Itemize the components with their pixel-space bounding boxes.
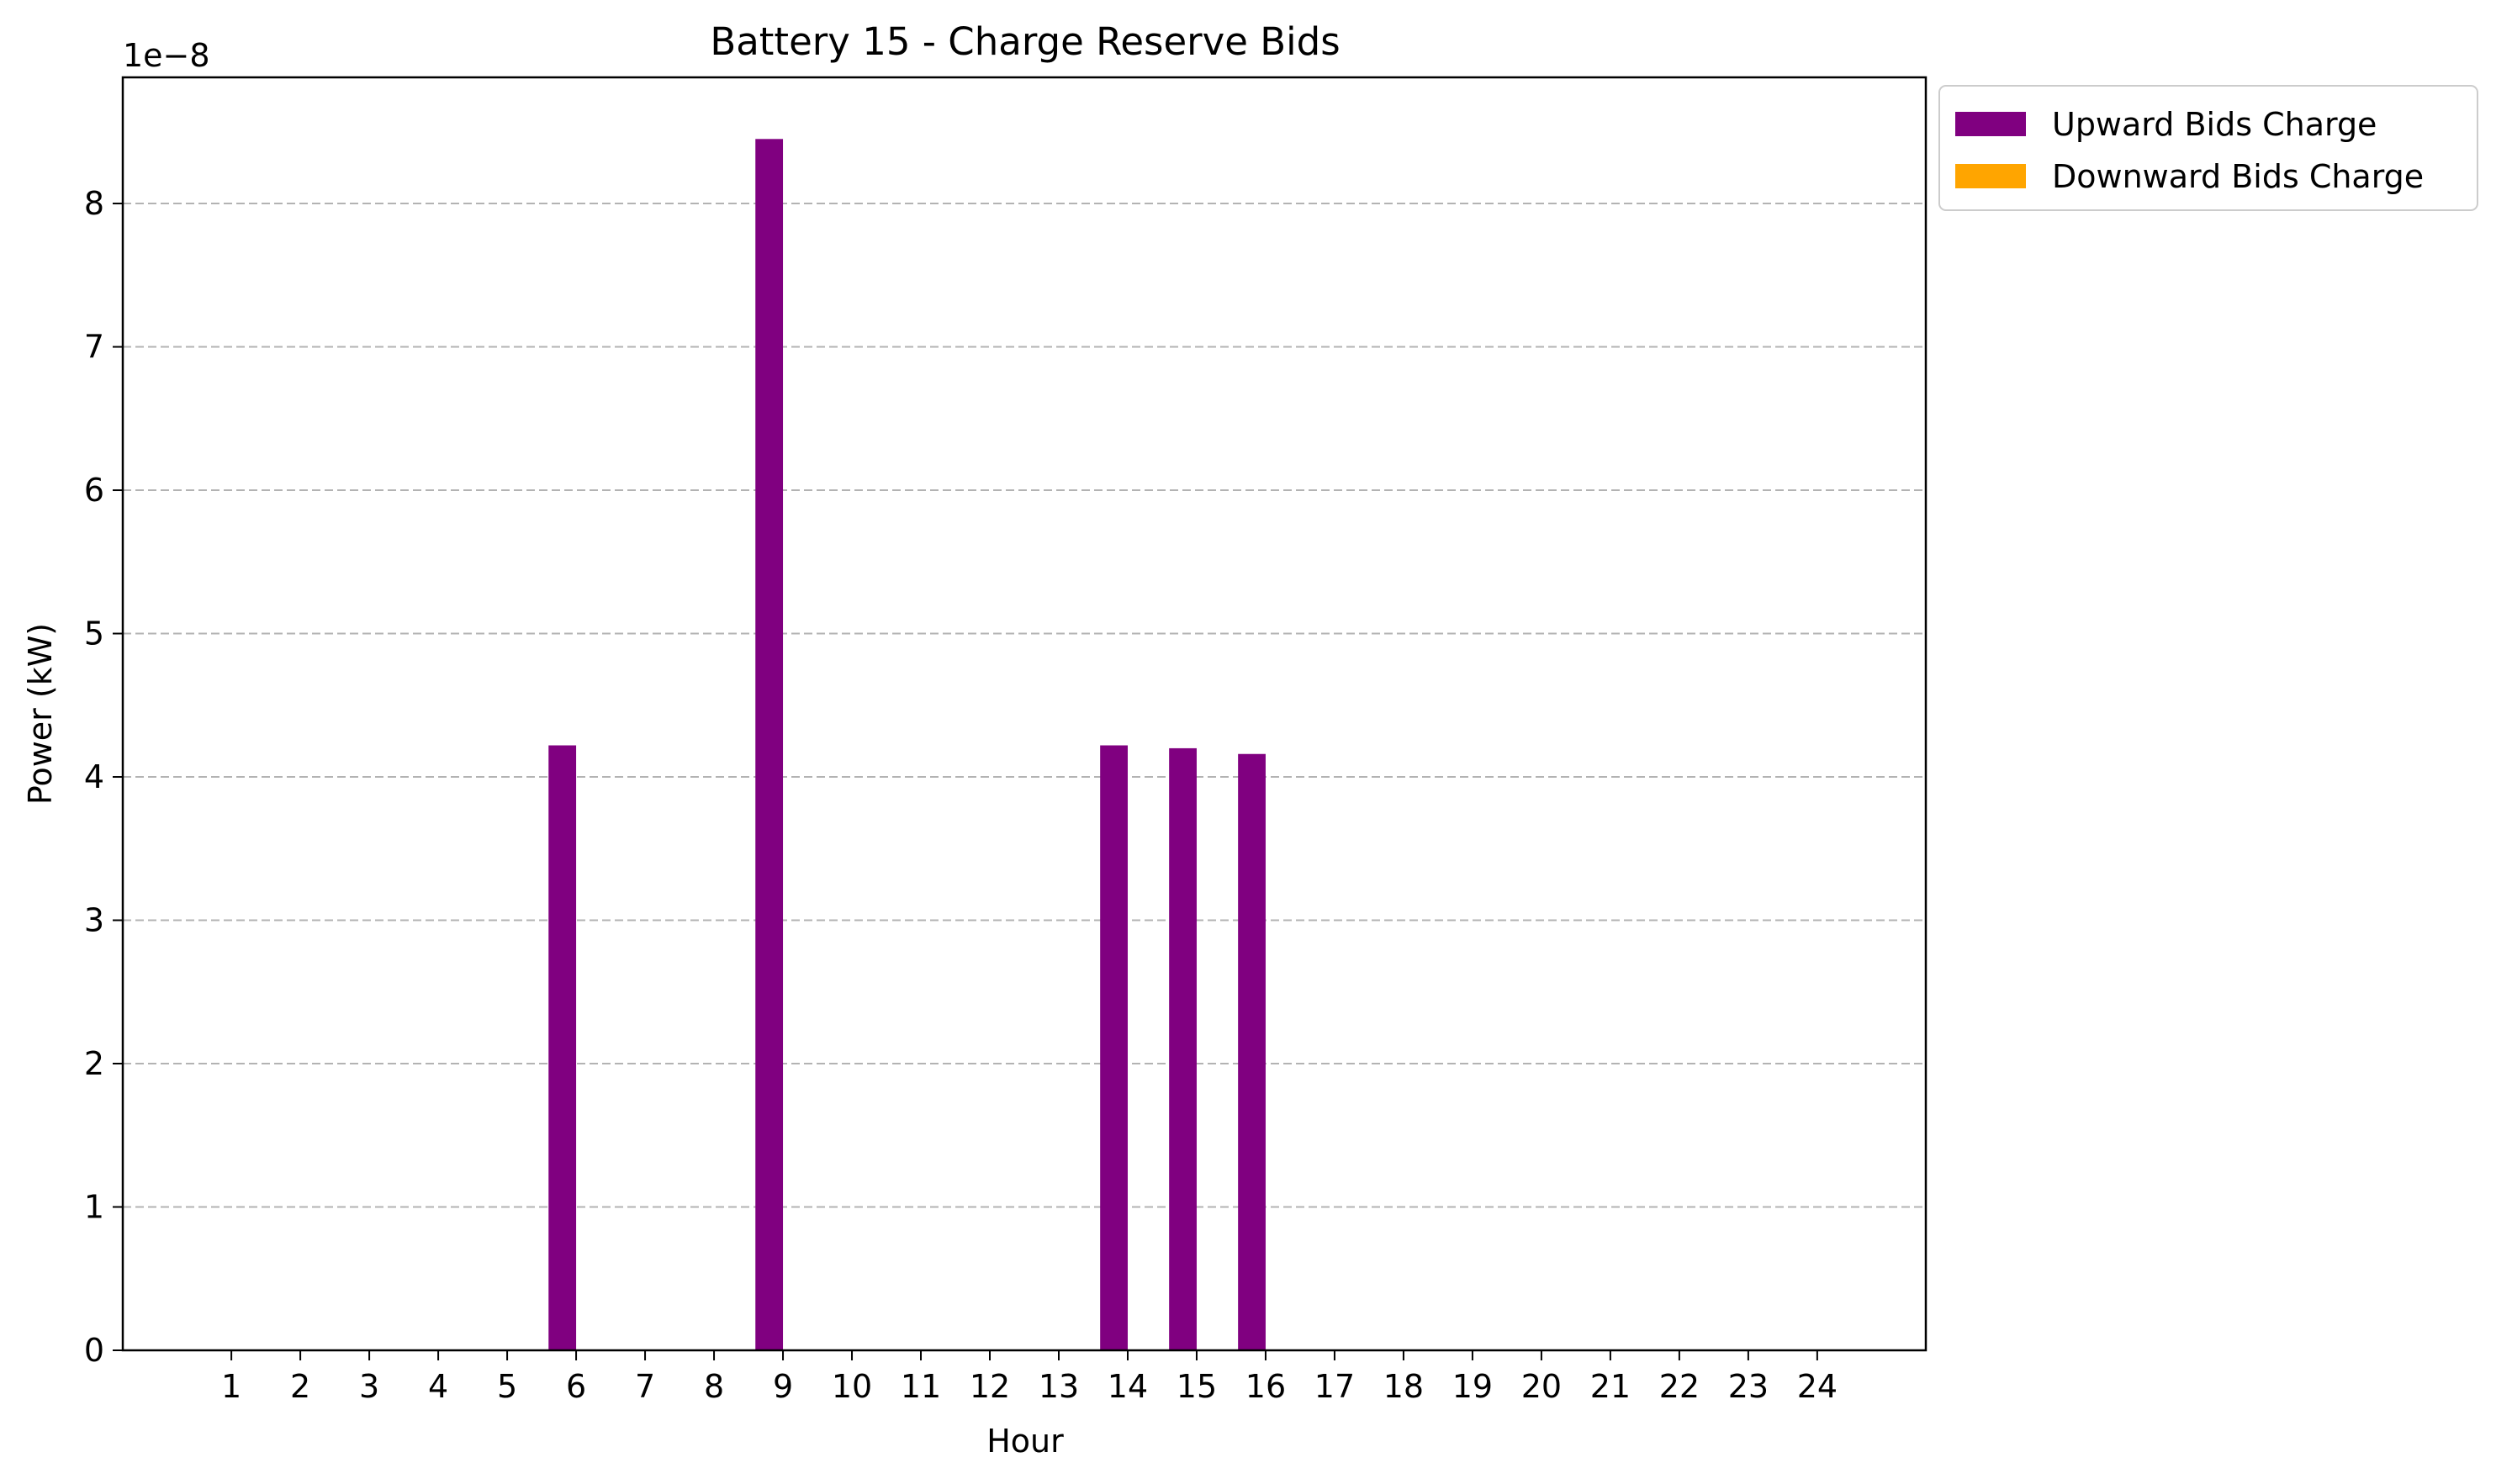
y-tick-label-5: 5: [84, 615, 104, 652]
y-axis-label: Power (kW): [22, 623, 59, 805]
legend-frame: [1938, 85, 2478, 211]
x-tick-label-4: 4: [428, 1368, 448, 1405]
x-tick-label-20: 20: [1521, 1368, 1562, 1405]
gridlines: [123, 203, 1926, 1208]
bar-upward-hour-14: [1100, 745, 1128, 1350]
x-tick-label-1: 1: [221, 1368, 241, 1405]
x-tick-label-22: 22: [1659, 1368, 1700, 1405]
legend-swatch-upward: [1955, 112, 2026, 136]
x-tick-label-6: 6: [566, 1368, 586, 1405]
bar-upward-hour-6: [548, 745, 577, 1350]
x-tick-label-14: 14: [1108, 1368, 1148, 1405]
y-tick-label-8: 8: [84, 185, 104, 222]
y-axis-ticks: 0 1 2 3 4 5 6 7 8: [84, 185, 123, 1369]
x-tick-label-2: 2: [290, 1368, 310, 1405]
x-tick-label-23: 23: [1728, 1368, 1769, 1405]
chart-title: Battery 15 - Charge Reserve Bids: [710, 19, 1340, 64]
x-tick-label-24: 24: [1797, 1368, 1838, 1405]
y-tick-label-6: 6: [84, 472, 104, 509]
x-axis-ticks: 1 2 3 4 5 6 7 8 9 10 11 12 13 14 15 16 17 18 19 20 21 22 23 24: [221, 1350, 1838, 1405]
y-tick-label-7: 7: [84, 329, 104, 366]
y-tick-label-3: 3: [84, 902, 104, 939]
bar-upward-hour-9: [755, 139, 784, 1350]
x-tick-label-7: 7: [635, 1368, 655, 1405]
x-tick-label-16: 16: [1245, 1368, 1286, 1405]
x-tick-label-11: 11: [901, 1368, 941, 1405]
legend-label-upward: Upward Bids Charge: [2052, 106, 2377, 143]
y-tick-label-2: 2: [84, 1045, 104, 1082]
bars: [548, 139, 1266, 1350]
plot-frame: [121, 76, 1928, 1352]
x-tick-label-3: 3: [359, 1368, 379, 1405]
x-tick-label-10: 10: [832, 1368, 872, 1405]
x-tick-label-8: 8: [704, 1368, 724, 1405]
x-tick-label-15: 15: [1177, 1368, 1217, 1405]
y-tick-label-0: 0: [84, 1332, 104, 1369]
x-tick-label-13: 13: [1039, 1368, 1079, 1405]
x-tick-label-18: 18: [1383, 1368, 1424, 1405]
y-tick-label-4: 4: [84, 758, 104, 795]
x-tick-label-19: 19: [1452, 1368, 1493, 1405]
bar-upward-hour-16: [1238, 753, 1266, 1350]
x-tick-label-5: 5: [497, 1368, 517, 1405]
legend-swatch-downward: [1955, 164, 2026, 188]
x-tick-label-21: 21: [1590, 1368, 1631, 1405]
legend-label-downward: Downward Bids Charge: [2052, 158, 2424, 195]
y-scale-label: 1e−8: [123, 37, 210, 74]
x-tick-label-9: 9: [773, 1368, 793, 1405]
legend: Upward Bids Charge Downward Bids Charge: [1938, 85, 2478, 211]
x-tick-label-12: 12: [970, 1368, 1010, 1405]
y-tick-label-1: 1: [84, 1189, 104, 1226]
x-axis-label: Hour: [986, 1423, 1064, 1460]
bar-upward-hour-15: [1169, 747, 1197, 1350]
x-tick-label-17: 17: [1314, 1368, 1355, 1405]
